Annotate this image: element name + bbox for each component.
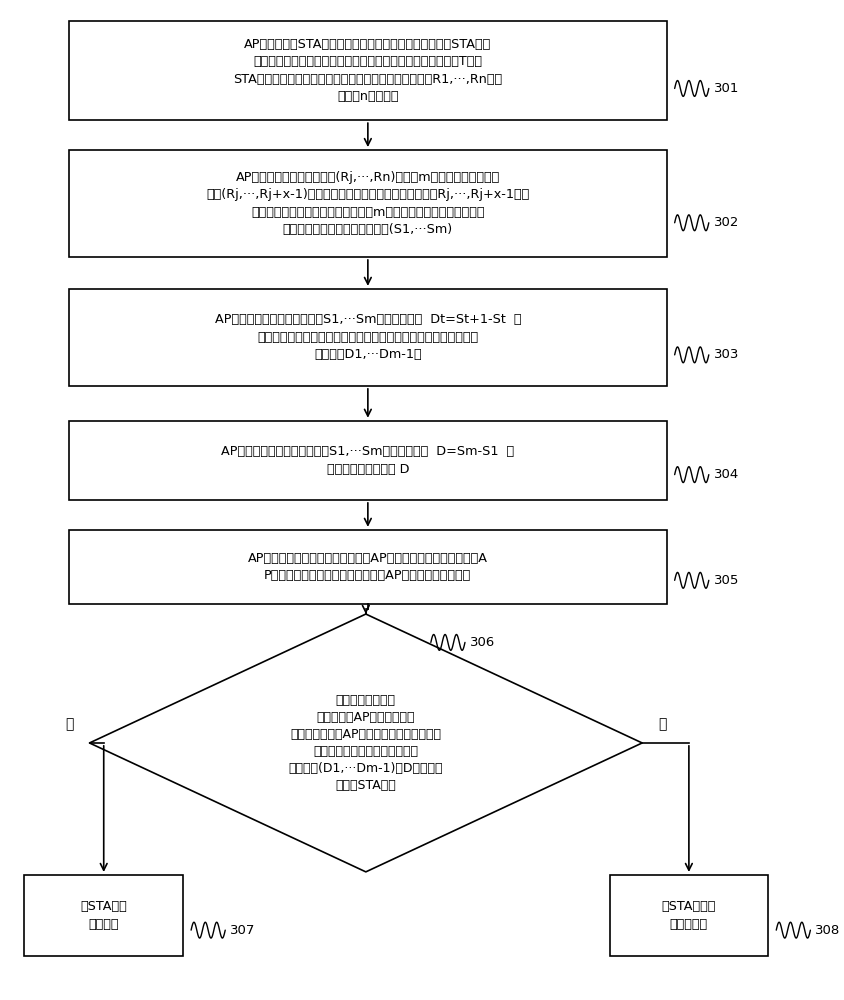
Text: AP根据信号强度采样点集合（S1,···Sm），采用公式  Dt=St+1-St  ，
获取信号强度采样点集合中每两个相邻采样点之间的差值，得到差
值集合（D1: AP根据信号强度采样点集合（S1,···Sm），采用公式 Dt=St+1-St …: [214, 313, 521, 361]
Text: AP接收工作站STA发送的接入请求，若确定当前已接入的STA的数
目大于预设接入门限值，则在预设采样周期内，每隔时间间隔T，对
STA的信号强度进行采样，获取信: AP接收工作站STA发送的接入请求，若确定当前已接入的STA的数 目大于预设接入…: [233, 38, 502, 103]
Text: 对STA进行
接入处理: 对STA进行 接入处理: [80, 900, 127, 931]
Text: 向STA发送拒
绝接入消息: 向STA发送拒 绝接入消息: [661, 900, 715, 931]
Bar: [69, 150, 666, 257]
Bar: [69, 421, 666, 500]
Text: AP获取第一距离、第二距离和所述AP的速度；其中，第一距离为A
P与第一目标点的距离，第二距离为AP与第二目标点的距离: AP获取第一距离、第二距离和所述AP的速度；其中，第一距离为A P与第一目标点的…: [247, 552, 487, 582]
Text: 301: 301: [713, 82, 738, 95]
Bar: [24, 875, 183, 956]
Text: 304: 304: [713, 468, 738, 481]
Text: 若所述第一距离、
第二距离和AP的速度满足预
设判断条件，则AP根据所述信号强度采样点
集合中每两个相邻采样点之间的
差值集合(D1,···Dm-1)和D，判断: 若所述第一距离、 第二距离和AP的速度满足预 设判断条件，则AP根据所述信号强度…: [289, 694, 442, 792]
Text: 302: 302: [713, 216, 738, 229]
Bar: [69, 21, 666, 120]
Text: AP从信号强度指示信息集合(Rj,···,Rn)中获取m个信号强度指示信息
子集(Rj,···,Rj+x-1)，再计算每个信号强度指示信息子集（Rj,···,R: AP从信号强度指示信息集合(Rj,···,Rn)中获取m个信号强度指示信息 子集…: [206, 171, 529, 236]
Bar: [609, 875, 767, 956]
Bar: [69, 289, 666, 386]
Text: 308: 308: [814, 924, 840, 937]
Text: 305: 305: [713, 574, 738, 587]
Text: AP根据信号强度采样点集合（S1,···Sm），采用公式  D=Sm-S1  ，
获取信号强度抖动值 D: AP根据信号强度采样点集合（S1,···Sm），采用公式 D=Sm-S1 ， 获…: [221, 445, 514, 476]
Text: 306: 306: [469, 636, 495, 649]
Text: 303: 303: [713, 348, 738, 361]
Text: 307: 307: [230, 924, 255, 937]
Text: 否: 否: [657, 717, 666, 731]
Bar: [69, 530, 666, 604]
Polygon shape: [89, 614, 641, 872]
Text: 是: 是: [65, 717, 73, 731]
